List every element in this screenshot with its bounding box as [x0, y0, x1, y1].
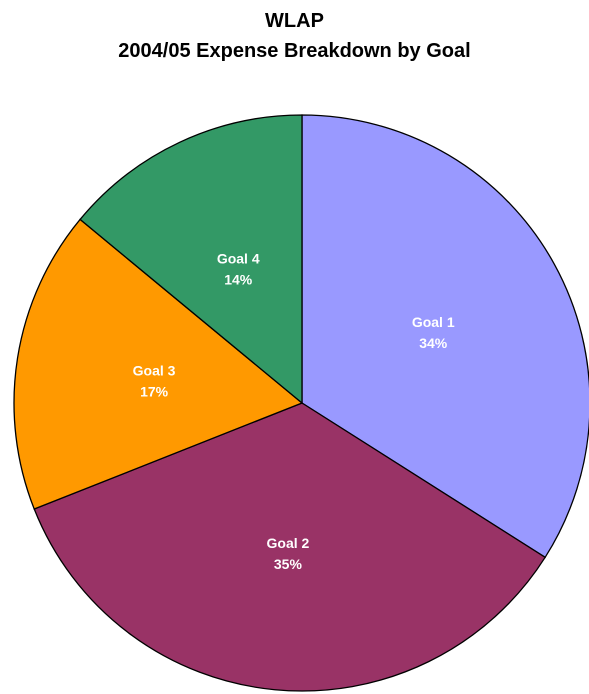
slice-category-label: Goal 2	[267, 535, 310, 551]
pie-slice-goal-2	[33, 402, 547, 692]
slice-percent-label: 14%	[224, 271, 253, 287]
slice-category-label: Goal 4	[217, 250, 260, 266]
slice-category-label: Goal 1	[412, 314, 455, 330]
slice-percent-label: 34%	[419, 335, 448, 351]
chart-title: WLAP	[265, 10, 324, 32]
slice-percent-label: 35%	[274, 556, 303, 572]
slice-percent-label: 17%	[140, 384, 169, 400]
pie-slice-goal-4	[79, 114, 303, 405]
pie-slice-goal-3	[13, 218, 304, 510]
slice-category-label: Goal 3	[133, 363, 176, 379]
chart-subtitle: 2004/05 Expense Breakdown by Goal	[118, 40, 471, 62]
pie-slice-goal-1	[301, 114, 589, 559]
